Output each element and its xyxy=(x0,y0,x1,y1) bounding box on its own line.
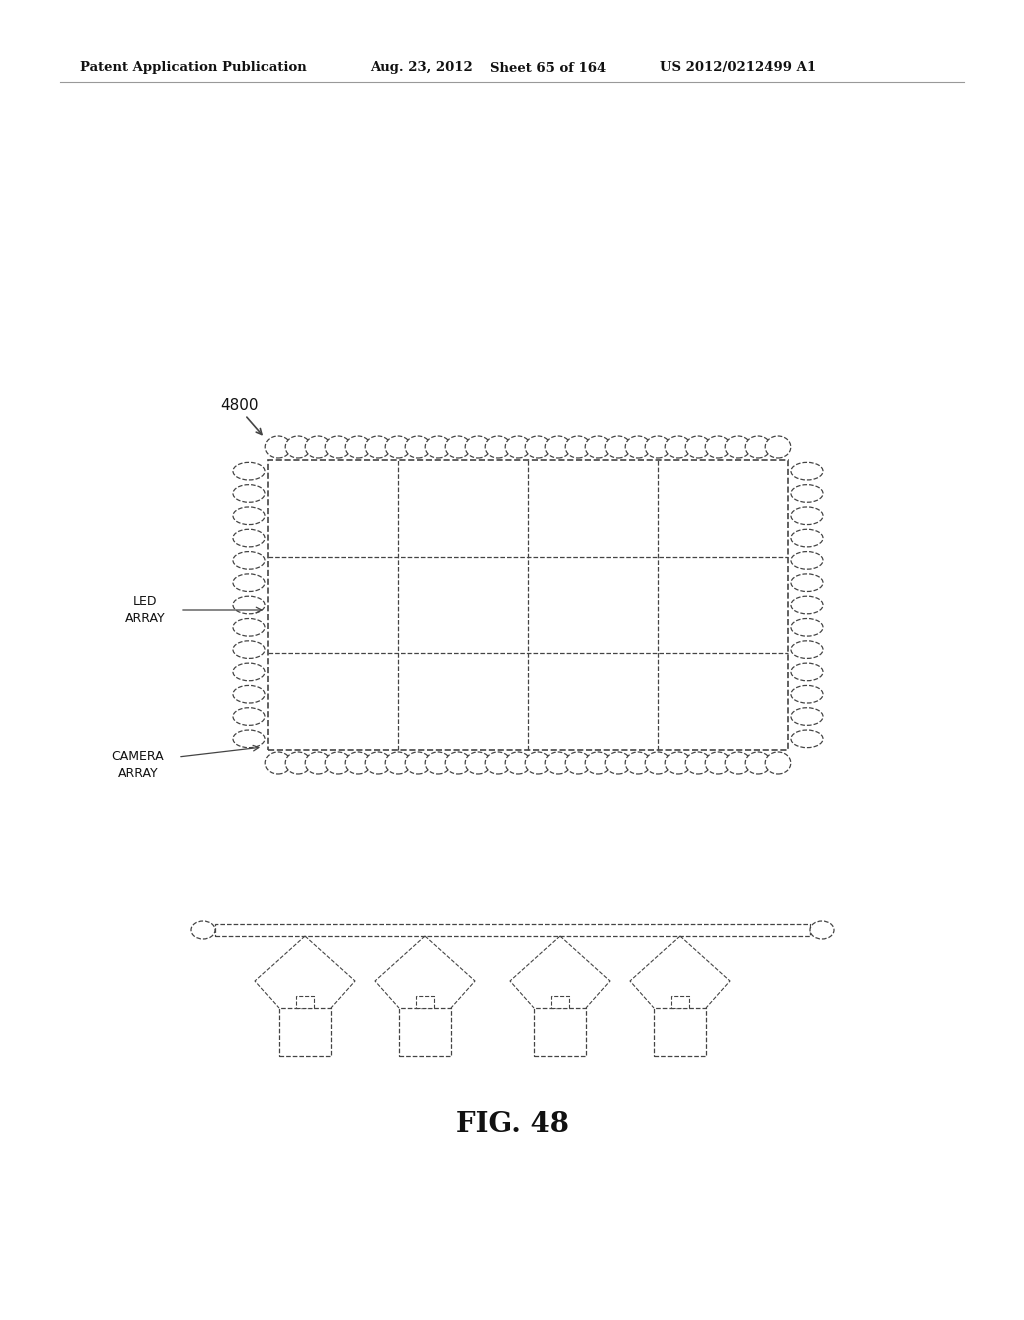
Ellipse shape xyxy=(605,752,631,774)
Ellipse shape xyxy=(465,752,490,774)
Ellipse shape xyxy=(505,752,530,774)
Ellipse shape xyxy=(366,436,391,458)
Ellipse shape xyxy=(286,436,311,458)
Ellipse shape xyxy=(233,552,265,569)
Ellipse shape xyxy=(305,436,331,458)
Ellipse shape xyxy=(385,436,411,458)
Ellipse shape xyxy=(545,436,570,458)
Bar xyxy=(268,459,788,750)
Ellipse shape xyxy=(233,708,265,725)
Bar xyxy=(551,997,569,1008)
Ellipse shape xyxy=(445,436,471,458)
Ellipse shape xyxy=(305,752,331,774)
Ellipse shape xyxy=(233,730,265,747)
Ellipse shape xyxy=(725,752,751,774)
Ellipse shape xyxy=(645,752,671,774)
Ellipse shape xyxy=(791,708,823,725)
Ellipse shape xyxy=(685,436,711,458)
Ellipse shape xyxy=(725,436,751,458)
Ellipse shape xyxy=(265,436,291,458)
Text: 4800: 4800 xyxy=(220,397,258,412)
Ellipse shape xyxy=(745,752,771,774)
Ellipse shape xyxy=(191,921,215,939)
Text: FIG. 48: FIG. 48 xyxy=(456,1111,568,1138)
Ellipse shape xyxy=(233,685,265,704)
Ellipse shape xyxy=(406,436,431,458)
Ellipse shape xyxy=(791,552,823,569)
Ellipse shape xyxy=(791,663,823,681)
Ellipse shape xyxy=(585,436,610,458)
Ellipse shape xyxy=(366,752,391,774)
Ellipse shape xyxy=(666,436,691,458)
Bar xyxy=(279,1008,331,1056)
Ellipse shape xyxy=(791,462,823,480)
Ellipse shape xyxy=(233,484,265,503)
Text: Patent Application Publication: Patent Application Publication xyxy=(80,62,307,74)
Ellipse shape xyxy=(345,752,371,774)
Ellipse shape xyxy=(326,436,351,458)
Bar xyxy=(654,1008,706,1056)
Ellipse shape xyxy=(565,752,591,774)
Ellipse shape xyxy=(791,529,823,546)
Ellipse shape xyxy=(645,436,671,458)
Ellipse shape xyxy=(233,663,265,681)
Ellipse shape xyxy=(765,752,791,774)
Ellipse shape xyxy=(465,436,490,458)
Bar xyxy=(416,997,434,1008)
Ellipse shape xyxy=(233,640,265,659)
Ellipse shape xyxy=(791,730,823,747)
Bar xyxy=(534,1008,586,1056)
Ellipse shape xyxy=(425,436,451,458)
Ellipse shape xyxy=(791,685,823,704)
Ellipse shape xyxy=(685,752,711,774)
Ellipse shape xyxy=(286,752,311,774)
Ellipse shape xyxy=(345,436,371,458)
Ellipse shape xyxy=(745,436,771,458)
Ellipse shape xyxy=(445,752,471,774)
Ellipse shape xyxy=(326,752,351,774)
Ellipse shape xyxy=(791,507,823,524)
Ellipse shape xyxy=(626,436,651,458)
Ellipse shape xyxy=(233,619,265,636)
Ellipse shape xyxy=(406,752,431,774)
Ellipse shape xyxy=(233,507,265,524)
Bar xyxy=(671,997,689,1008)
Ellipse shape xyxy=(791,574,823,591)
Ellipse shape xyxy=(791,640,823,659)
Ellipse shape xyxy=(505,436,530,458)
Ellipse shape xyxy=(706,752,731,774)
Bar xyxy=(296,997,314,1008)
Text: Sheet 65 of 164: Sheet 65 of 164 xyxy=(490,62,606,74)
Ellipse shape xyxy=(626,752,651,774)
Ellipse shape xyxy=(233,529,265,546)
Text: CAMERA
ARRAY: CAMERA ARRAY xyxy=(112,750,164,780)
Ellipse shape xyxy=(485,436,511,458)
Ellipse shape xyxy=(791,484,823,503)
Ellipse shape xyxy=(485,752,511,774)
Ellipse shape xyxy=(565,436,591,458)
Ellipse shape xyxy=(545,752,570,774)
Text: US 2012/0212499 A1: US 2012/0212499 A1 xyxy=(660,62,816,74)
Ellipse shape xyxy=(585,752,610,774)
Ellipse shape xyxy=(385,752,411,774)
Ellipse shape xyxy=(810,921,834,939)
Text: LED
ARRAY: LED ARRAY xyxy=(125,595,165,624)
Text: Aug. 23, 2012: Aug. 23, 2012 xyxy=(370,62,473,74)
Ellipse shape xyxy=(265,752,291,774)
Ellipse shape xyxy=(605,436,631,458)
Ellipse shape xyxy=(425,752,451,774)
Ellipse shape xyxy=(233,597,265,614)
Ellipse shape xyxy=(765,436,791,458)
Ellipse shape xyxy=(525,752,551,774)
Ellipse shape xyxy=(233,462,265,480)
Ellipse shape xyxy=(706,436,731,458)
Ellipse shape xyxy=(525,436,551,458)
Ellipse shape xyxy=(791,619,823,636)
Ellipse shape xyxy=(666,752,691,774)
Ellipse shape xyxy=(233,574,265,591)
Ellipse shape xyxy=(791,597,823,614)
Bar xyxy=(399,1008,451,1056)
Bar xyxy=(215,924,810,936)
